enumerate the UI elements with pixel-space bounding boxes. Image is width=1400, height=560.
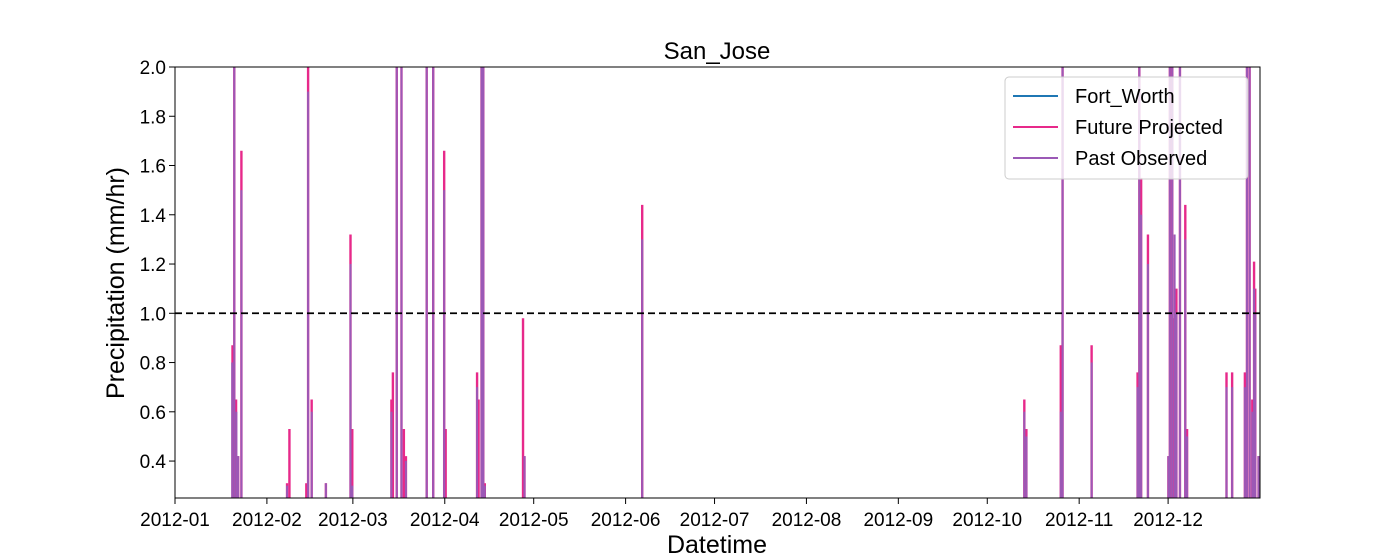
y-axis-title: Precipitation (mm/hr) [102,167,130,399]
x-axis: 2012-01 2012-02 2012-03 2012-04 2012-05 2012-… [140,498,1203,531]
y-tick-label: 1.2 [140,255,166,276]
legend: Fort_Worth Future Projected Past Observed [1004,76,1249,180]
x-tick-label: 2012-11 [1045,510,1113,531]
y-tick-label: 1.8 [140,107,166,128]
x-tick-label: 2012-12 [1133,510,1203,531]
legend-box [1004,76,1249,180]
x-tick-label: 2012-05 [499,510,569,531]
legend-label: Past Observed [1075,148,1207,170]
y-tick-label: 0.8 [140,354,166,375]
x-tick-label: 2012-02 [232,510,302,531]
x-tick-label: 2012-10 [952,510,1022,531]
x-tick-label: 2012-04 [410,510,480,531]
x-tick-label: 2012-06 [591,510,661,531]
x-tick-label: 2012-07 [680,510,750,531]
y-axis: 0.4 0.6 0.8 1.0 1.2 1.4 1.6 1.8 2.0 [140,58,175,473]
x-tick-label: 2012-08 [772,510,842,531]
y-tick-label: 1.6 [140,157,166,178]
y-tick-label: 1.0 [140,304,166,325]
chart-title: San_Jose [664,38,771,65]
x-axis-title: Datetime [667,531,767,559]
y-tick-label: 2.0 [140,58,166,79]
legend-label: Future Projected [1075,117,1223,139]
y-tick-label: 1.4 [140,206,167,227]
plot-frame [174,66,1261,499]
x-tick-label: 2012-01 [140,510,210,531]
legend-label: Fort_Worth [1075,86,1175,108]
y-tick-label: 0.6 [140,403,166,424]
y-tick-label: 0.4 [140,452,167,473]
x-tick-label: 2012-03 [318,510,388,531]
x-tick-label: 2012-09 [863,510,933,531]
